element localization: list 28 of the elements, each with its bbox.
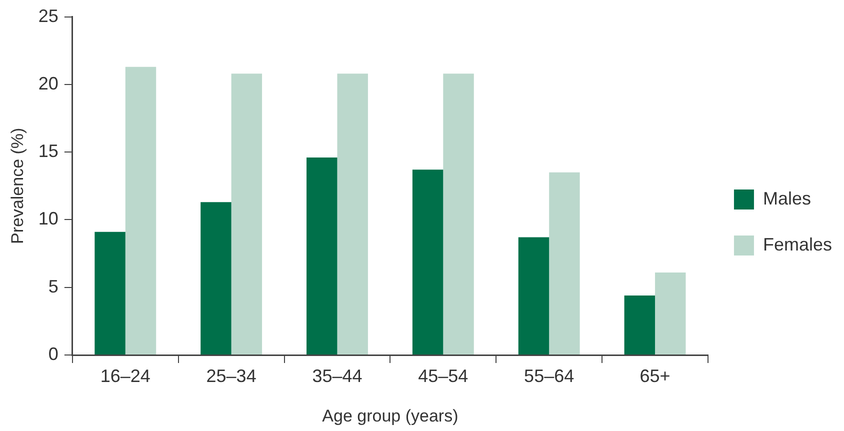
legend-label: Males — [762, 188, 811, 208]
bar — [94, 232, 126, 354]
bar — [655, 272, 686, 354]
legend-label: Females — [762, 234, 832, 254]
x-tick-label: 25–34 — [206, 366, 256, 386]
bar — [200, 202, 232, 354]
y-tick-label: 15 — [38, 141, 58, 162]
y-tick-label: 10 — [38, 208, 58, 229]
y-tick-label: 25 — [38, 6, 58, 26]
bar — [624, 295, 656, 354]
bar — [306, 157, 338, 354]
bar — [412, 170, 444, 354]
y-tick-label: 20 — [38, 73, 58, 94]
y-tick-label: 0 — [48, 344, 58, 364]
x-tick-label: 16–24 — [100, 366, 150, 386]
bar — [443, 74, 474, 354]
y-tick-label: 5 — [48, 276, 58, 296]
bar — [549, 172, 580, 354]
y-axis-title: Prevalence (%) — [8, 128, 27, 244]
bar — [125, 66, 156, 354]
bar — [337, 74, 368, 354]
bar — [231, 74, 262, 354]
x-tick-label: 45–54 — [418, 366, 468, 386]
bar — [518, 237, 550, 354]
x-tick-label: 65+ — [640, 366, 670, 386]
x-tick-label: 35–44 — [312, 366, 362, 386]
x-tick-label: 55–64 — [524, 366, 574, 386]
x-axis-title: Age group (years) — [322, 406, 458, 426]
